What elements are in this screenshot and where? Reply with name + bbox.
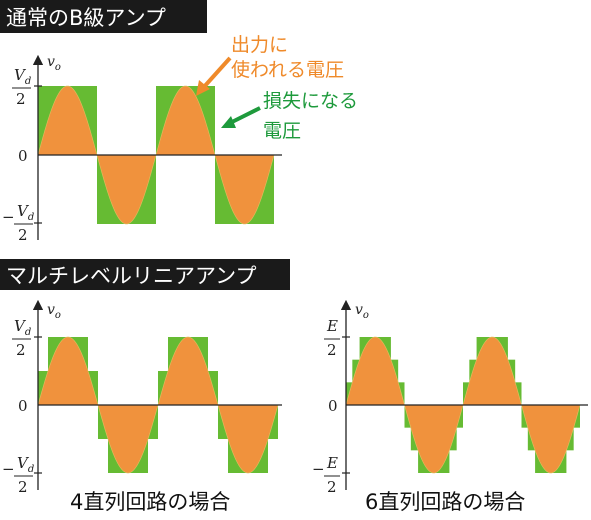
svg-text:2: 2	[16, 90, 26, 108]
output-wave	[217, 404, 279, 474]
output-wave	[214, 154, 275, 225]
header-multilevel-bg	[0, 259, 290, 290]
svg-text:vo: vo	[355, 302, 369, 321]
output-wave	[345, 336, 405, 406]
zero-label: 0	[18, 147, 28, 165]
svg-text:0: 0	[328, 397, 338, 415]
svg-text:0: 0	[18, 397, 28, 415]
svg-text:出力に: 出力に	[231, 34, 288, 56]
svg-text:2: 2	[327, 478, 337, 496]
header-normal-bg	[0, 0, 207, 33]
output-wave	[37, 336, 99, 406]
plot-four-series: vo Vd 2 0 − Vd 2	[2, 299, 282, 496]
svg-text:−: −	[2, 460, 15, 478]
plot-b-class: vo Vd 2 0 − Vd 2	[2, 54, 282, 244]
output-wave	[157, 336, 219, 406]
caption-four-series: 4直列回路の場合	[70, 490, 230, 514]
vd-label-top: Vd	[14, 66, 31, 87]
vo-label: vo	[47, 54, 61, 73]
svg-text:−: −	[2, 208, 15, 226]
svg-text:E: E	[326, 454, 338, 472]
svg-text:Vd: Vd	[17, 454, 34, 475]
svg-text:電圧: 電圧	[263, 120, 301, 142]
arrow-orange-icon	[196, 80, 210, 96]
svg-text:2: 2	[18, 226, 28, 244]
svg-text:2: 2	[18, 478, 28, 496]
output-wave	[96, 154, 157, 225]
svg-text:2: 2	[327, 341, 337, 359]
output-wave	[37, 85, 98, 156]
svg-text:損失になる: 損失になる	[263, 90, 358, 112]
annotation-loss: 損失になる 電圧	[221, 90, 358, 142]
svg-text:使われる電圧: 使われる電圧	[231, 59, 344, 81]
header-normal: 通常のB級アンプ	[6, 6, 166, 30]
annotation-output: 出力に 使われる電圧	[196, 34, 344, 96]
header-multilevel: マルチレベルリニアアンプ	[6, 264, 257, 288]
plot-six-series: vo E 2 0 − E 2	[312, 299, 588, 496]
svg-text:E: E	[326, 317, 338, 335]
caption-six-series: 6直列回路の場合	[365, 490, 525, 514]
output-wave	[155, 85, 216, 156]
arrow-green-icon	[221, 116, 236, 128]
svg-text:Vd: Vd	[14, 317, 31, 338]
svg-text:2: 2	[16, 341, 26, 359]
svg-text:−: −	[312, 460, 325, 478]
output-wave	[404, 404, 464, 474]
output-wave	[521, 404, 581, 474]
output-wave	[97, 404, 159, 474]
vd-label-bottom: Vd	[17, 202, 34, 223]
output-wave	[462, 336, 522, 406]
svg-text:vo: vo	[47, 302, 61, 321]
